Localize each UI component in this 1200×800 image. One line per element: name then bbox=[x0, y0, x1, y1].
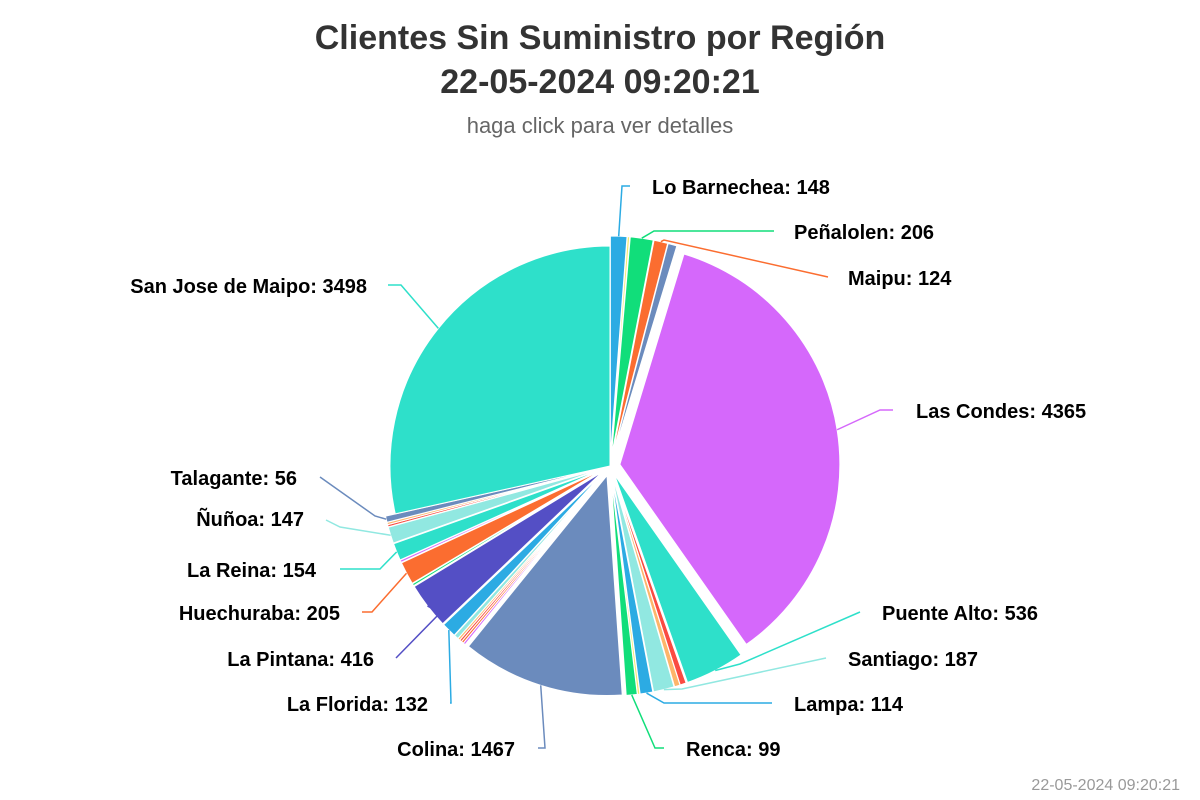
pie-slice-colina[interactable] bbox=[467, 475, 623, 697]
data-label-huechuraba: Huechuraba: 205 bbox=[179, 603, 340, 625]
data-label-la-reina: La Reina: 154 bbox=[187, 560, 317, 582]
pie-slice-lo-espejo[interactable] bbox=[411, 470, 602, 587]
connector-penalolen bbox=[641, 230, 774, 239]
data-label-nunoa: Ñuñoa: 147 bbox=[196, 508, 304, 531]
data-labels: Lo Barnechea: 148 Peñalolen: 206 Maipu: 12… bbox=[130, 177, 1086, 761]
data-label-las-condes: Las Condes: 4365 bbox=[916, 401, 1086, 423]
data-label-la-florida: La Florida: 132 bbox=[287, 694, 428, 716]
pie-slice-la-reina[interactable] bbox=[393, 469, 602, 561]
connector-santiago bbox=[663, 657, 827, 691]
data-label-talagante: Talagante: 56 bbox=[171, 468, 297, 490]
connector-maipu bbox=[660, 239, 829, 278]
connector-la-reina bbox=[340, 551, 398, 570]
footer-timestamp: 22-05-2024 09:20:21 bbox=[1031, 777, 1180, 794]
pie-slice-macul[interactable] bbox=[612, 242, 678, 457]
connector-la-pintana bbox=[395, 605, 442, 659]
pie-slice-la-florida[interactable] bbox=[443, 472, 604, 636]
connector-huechuraba bbox=[362, 572, 408, 613]
pie-slice-san-jose-de-maipo[interactable] bbox=[389, 245, 611, 515]
data-label-lo-barnechea: Lo Barnechea: 148 bbox=[652, 177, 830, 199]
connector-talagante bbox=[319, 476, 387, 520]
data-label-santiago: Santiago: 187 bbox=[848, 649, 978, 671]
data-label-renca: Renca: 99 bbox=[686, 739, 781, 761]
chart-subtitle: haga click para ver detalles bbox=[467, 113, 734, 138]
connector-renca bbox=[631, 694, 664, 749]
pie-slice-santiago[interactable] bbox=[611, 475, 675, 693]
data-label-penalolen: Peñalolen: 206 bbox=[794, 222, 934, 244]
chart-title: Clientes Sin Suministro por Región bbox=[315, 19, 886, 57]
connector-las-condes bbox=[836, 409, 893, 431]
data-label-lampa: Lampa: 114 bbox=[794, 694, 904, 716]
data-label-la-pintana: La Pintana: 416 bbox=[227, 649, 374, 671]
connector-san-jose-de-maipo bbox=[388, 284, 439, 329]
connector-lampa bbox=[646, 692, 772, 704]
pie-slice-la-pintana[interactable] bbox=[413, 471, 603, 625]
connector-la-florida bbox=[448, 630, 452, 704]
pie-slice-pudahuel[interactable] bbox=[612, 475, 681, 688]
connector-colina bbox=[538, 685, 546, 749]
chart-title-timestamp: 22-05-2024 09:20:21 bbox=[440, 63, 759, 101]
data-label-puente-alto: Puente Alto: 536 bbox=[882, 603, 1038, 625]
pie-slices bbox=[385, 235, 841, 697]
connector-nunoa bbox=[325, 519, 391, 536]
data-label-san-jose-de-maipo: San Jose de Maipo: 3498 bbox=[130, 276, 367, 298]
label-connectors bbox=[319, 185, 893, 749]
connector-lo-barnechea bbox=[617, 185, 630, 237]
data-label-maipu: Maipu: 124 bbox=[848, 268, 952, 290]
pie-slice-vitacura[interactable] bbox=[610, 236, 631, 457]
connector-puente-alto bbox=[715, 611, 861, 672]
data-label-colina: Colina: 1467 bbox=[397, 739, 515, 761]
pie-slice-puente-alto[interactable] bbox=[614, 474, 742, 683]
